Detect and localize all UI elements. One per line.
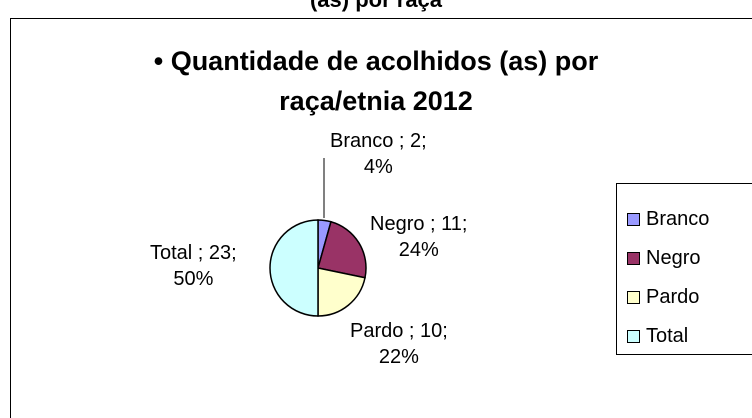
chart-title-line-1: • Quantidade de acolhidos (as) por — [153, 46, 599, 76]
chart-legend: Branco Negro Pardo Total — [616, 183, 752, 355]
pie-slice-negro — [317, 220, 367, 279]
slice-label-branco: Branco ; 2; 4% — [330, 128, 427, 180]
pie-slice-total — [269, 219, 319, 317]
legend-item-negro: Negro — [627, 246, 700, 270]
clipped-header-text: (as) por raça — [0, 0, 752, 13]
legend-label-branco: Branco — [646, 207, 710, 230]
legend-swatch-pardo — [627, 290, 640, 304]
slice-label-negro: Negro ; 11; 24% — [370, 211, 467, 263]
slice-label-negro-main: Negro ; 11; — [370, 213, 468, 235]
legend-swatch-branco — [627, 212, 640, 226]
chart-frame — [10, 18, 752, 418]
pie-chart — [269, 158, 367, 317]
legend-swatch-negro — [627, 251, 640, 265]
slice-label-pardo-main: Pardo ; 10; — [350, 320, 448, 342]
chart-title-line-2: raça/etnia 2012 — [279, 86, 473, 116]
legend-label-pardo: Pardo — [646, 285, 700, 308]
legend-item-pardo: Pardo — [627, 285, 699, 309]
legend-item-branco: Branco — [627, 207, 709, 231]
slice-label-pardo: Pardo ; 10; 22% — [350, 318, 448, 370]
slice-label-total: Total ; 23; 50% — [150, 240, 237, 292]
slice-label-pardo-pct: 22% — [378, 346, 419, 368]
slice-label-negro-pct: 24% — [398, 239, 439, 261]
slice-label-branco-pct: 4% — [363, 156, 393, 178]
pie-slice-pardo — [317, 267, 366, 317]
legend-swatch-total — [627, 329, 640, 343]
legend-item-total: Total — [627, 324, 688, 348]
slice-label-branco-main: Branco ; 2; — [330, 130, 427, 152]
slice-label-total-pct: 50% — [173, 268, 214, 290]
chart-title: • Quantidade de acolhidos (as) por raça/… — [0, 41, 752, 121]
slice-label-total-main: Total ; 23; — [150, 242, 237, 264]
legend-label-total: Total — [646, 324, 689, 347]
legend-label-negro: Negro — [646, 246, 701, 269]
